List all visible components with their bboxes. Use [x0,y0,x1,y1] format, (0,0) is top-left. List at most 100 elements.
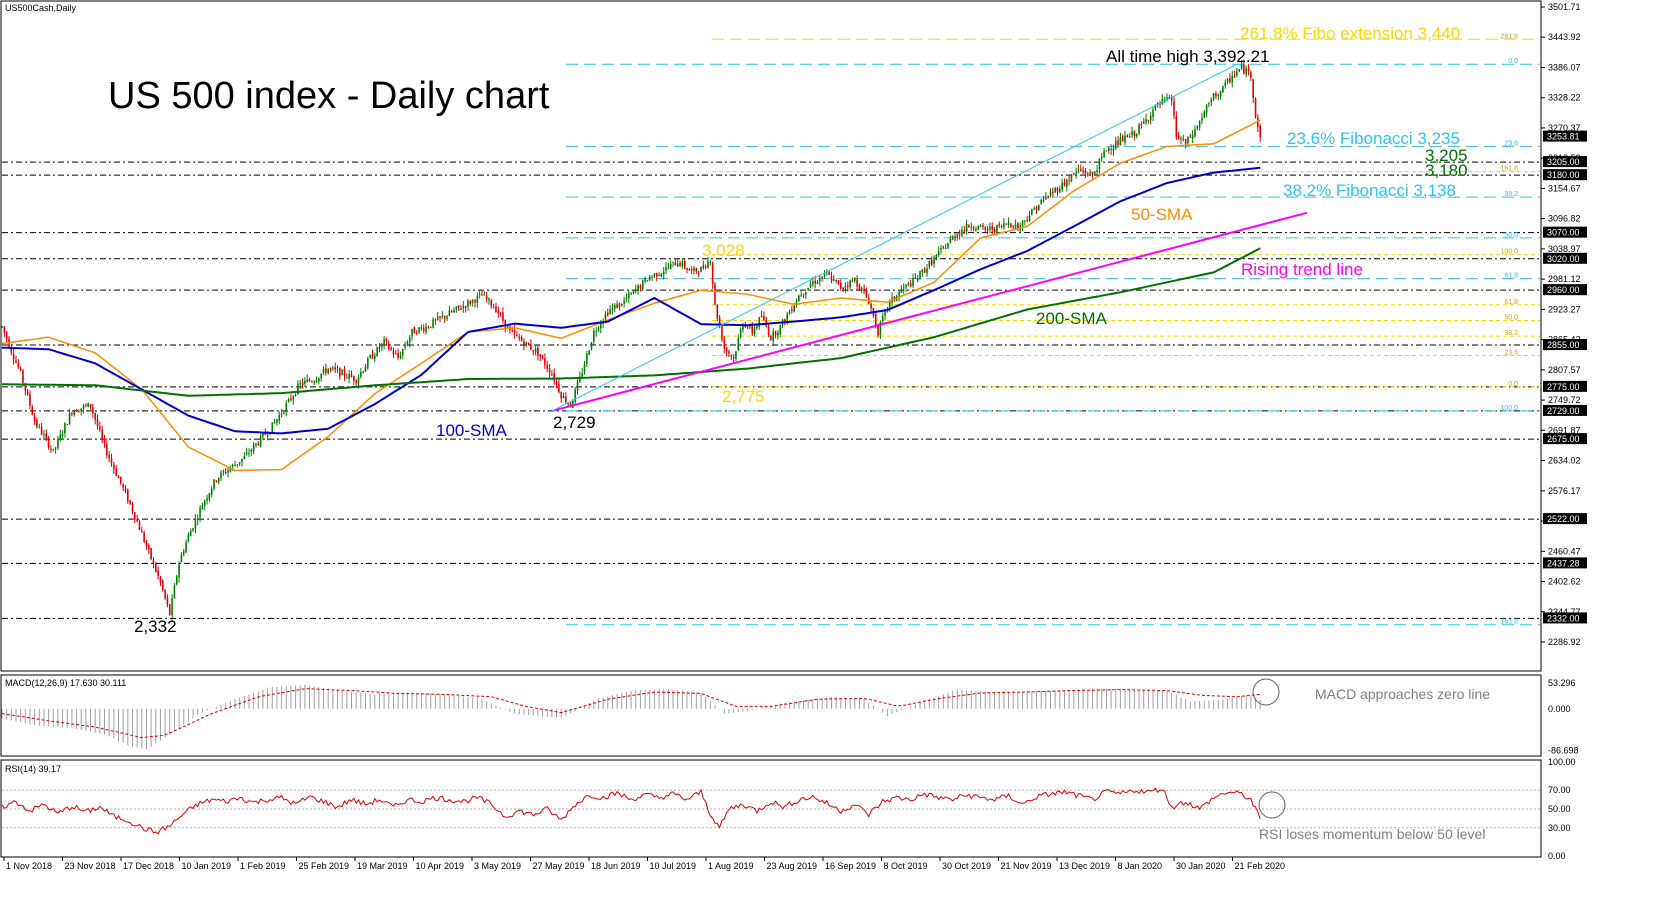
date-tick-label: 30 Jan 2020 [1176,861,1226,871]
candle-body [273,422,276,424]
rsi-pane: 100.00 70.00 50.00 30.00 0.00 [1,757,1576,861]
candle-body [940,248,942,250]
candle-body [1075,171,1077,174]
candle-body [474,300,476,303]
fibo-ext-level-tag: 100.0 [1500,249,1518,256]
candle-body [332,367,334,369]
candle-body [406,342,409,346]
candle-body [488,298,490,301]
candle-body [278,415,281,421]
candle-body [1063,182,1066,186]
candle-body [57,439,59,448]
candle-body [963,230,966,232]
candle-body [255,443,257,446]
price-tick-label: 3270.37 [1548,123,1581,133]
candle-body [942,246,945,248]
candle-body [634,289,637,292]
candle-body [150,548,152,560]
fib-level-tag: 23.6 [1504,140,1518,147]
rising-trend-line [551,211,1308,412]
candle-body [933,257,935,264]
candle-body [898,291,900,297]
candle-body [54,447,57,449]
candle-body [814,280,816,284]
candle-body [944,247,947,249]
price-tick-label: 3328.22 [1548,93,1581,103]
candle-body [292,396,295,401]
candle-body [262,433,264,437]
candle-body [607,312,609,315]
candle-body [1089,172,1091,174]
candle-body [1215,93,1217,97]
candle-body [390,347,392,350]
candle-body [835,279,837,282]
candle-body [604,313,607,320]
candle-body [145,541,148,547]
candle-body [399,356,402,358]
candle-body [87,403,90,407]
candle-body [928,261,931,268]
candle-body [294,394,297,396]
candle-body [283,412,285,414]
candle-body [194,518,197,529]
candle-body [1238,68,1241,72]
sma200-line [2,247,1261,397]
candle-body [1203,111,1206,118]
candle-body [453,309,455,313]
candle-body [481,294,483,296]
candle-body [166,597,169,605]
candle-body [1103,150,1105,158]
candle-body [26,391,29,395]
candle-body [1028,216,1031,222]
fib-level-tag: 100.0 [1500,405,1518,412]
price-tick-label: 3501.71 [1548,2,1581,12]
candle-body [1100,157,1103,159]
price-tick-label: 2402.62 [1548,577,1581,587]
candle-body [1054,188,1056,193]
candle-body [674,262,677,266]
candle-body [343,369,346,377]
candle-body [1240,64,1243,69]
candle-body [902,287,905,289]
candle-body [809,284,812,287]
candle-body [541,355,544,359]
candle-body [234,464,236,466]
candle-body [655,272,658,277]
macd-tick-label: 53.296 [1548,678,1576,688]
candle-body [490,299,493,307]
candle-body [1007,222,1010,225]
date-tick-label: 18 Jun 2019 [591,861,641,871]
candle-body [168,604,171,616]
trend-label: Rising trend line [1241,260,1363,279]
main-pane-frame [0,0,1542,672]
candle-body [101,429,103,439]
candle-body [823,273,826,277]
candle-body [667,267,670,269]
candle-body [1021,220,1024,227]
low-2775-label: 2,775 [722,387,765,406]
candle-body [881,316,884,322]
candle-body [721,325,723,340]
candle-body [618,302,621,308]
date-tick-label: 13 Dec 2019 [1059,861,1110,871]
candle-body [662,271,665,275]
candle-body [1198,120,1201,128]
candle-body [68,413,71,425]
candle-body [238,462,241,464]
candle-body [1187,136,1189,144]
candle-body [1124,135,1126,143]
candle-body [975,228,977,231]
rsi-tick-label: 30.00 [1548,823,1571,833]
candle-body [339,367,341,377]
date-tick-label: 1 Nov 2018 [6,861,52,871]
candle-body [998,223,1001,226]
candle-body [858,284,861,291]
candle-body [784,319,786,322]
candle-body [1079,169,1082,171]
candle-body [739,329,742,337]
price-box-label: 2729.00 [1547,406,1580,416]
candle-body [1159,103,1161,105]
candle-body [266,434,269,436]
candle-body [853,278,856,281]
